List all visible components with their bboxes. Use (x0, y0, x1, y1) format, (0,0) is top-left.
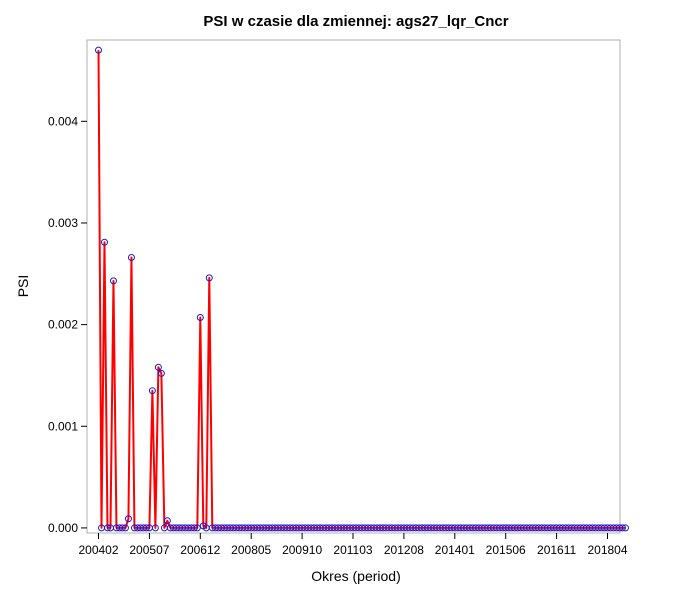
data-point (205, 274, 213, 282)
series-markers-group (95, 46, 629, 532)
chart-title: PSI w czasie dla zmiennej: ags27_lqr_Cnc… (203, 13, 508, 30)
x-tick-label: 201103 (333, 543, 372, 557)
data-point (127, 254, 135, 262)
y-tick-label: 0.002 (48, 318, 78, 332)
data-point (95, 46, 102, 54)
y-tick-label: 0.001 (48, 419, 78, 433)
x-axis: 200402 200507 200612 200805 200910 201103 2012… (78, 533, 628, 557)
x-tick-label: 201208 (384, 543, 424, 557)
data-point (148, 387, 156, 395)
x-tick-label: 200612 (180, 543, 220, 557)
data-point (142, 524, 150, 532)
data-point (151, 524, 159, 532)
data-point (118, 524, 126, 532)
x-tick-label: 200910 (282, 543, 322, 557)
x-tick-label: 200507 (129, 543, 169, 557)
data-point (109, 277, 117, 285)
x-axis-label: Okres (period) (311, 568, 400, 584)
data-point (193, 524, 201, 532)
x-tick-label: 201506 (486, 543, 526, 557)
data-point (196, 314, 204, 322)
data-point (154, 363, 162, 371)
y-tick-label: 0.004 (48, 114, 78, 128)
y-tick-label: 0.000 (48, 521, 78, 535)
x-tick-label: 200805 (231, 543, 271, 557)
data-point (618, 524, 626, 532)
data-point (100, 238, 108, 246)
data-point (121, 524, 129, 532)
data-point (157, 369, 165, 377)
x-tick-label: 201804 (587, 543, 627, 557)
data-point (103, 524, 111, 532)
x-tick-label: 200402 (78, 543, 118, 557)
y-axis: 0.000 0.001 0.002 0.003 0.004 (48, 114, 87, 535)
data-point (190, 524, 198, 532)
y-tick-label: 0.003 (48, 216, 78, 230)
y-axis-label: PSI (15, 275, 31, 298)
data-point (163, 517, 171, 525)
x-tick-label: 201611 (537, 543, 576, 557)
data-point (621, 524, 629, 532)
data-point (124, 515, 132, 523)
x-tick-label: 201401 (435, 543, 475, 557)
